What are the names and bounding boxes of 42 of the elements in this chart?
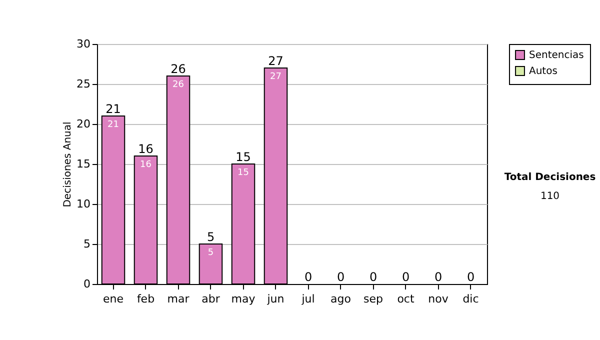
data-label: 21 — [108, 120, 119, 130]
total-label: 5 — [206, 230, 215, 244]
total-label: 0 — [369, 270, 378, 284]
total-label: 0 — [466, 270, 475, 284]
x-tick-label: dic — [462, 292, 479, 306]
y-axis-title: Decisiones Anual — [62, 122, 74, 208]
data-label: 27 — [270, 72, 282, 82]
y-tick-label: 30 — [76, 38, 90, 50]
y-tick-label: 25 — [76, 78, 90, 90]
data-label: 15 — [238, 168, 249, 178]
x-tick-label: nov — [428, 292, 449, 306]
total-label: 27 — [268, 54, 284, 68]
total-label: 0 — [336, 270, 345, 284]
y-tick-label: 20 — [76, 118, 90, 130]
data-label: 16 — [140, 160, 152, 170]
legend-label: Autos — [529, 66, 558, 77]
x-tick-label: may — [231, 292, 256, 306]
x-tick-label: oct — [397, 292, 415, 306]
x-tick-label: mar — [167, 292, 190, 306]
y-tick-label: 5 — [84, 238, 90, 250]
legend-label: Sentencias — [529, 50, 584, 61]
text: 110 — [539, 191, 561, 202]
total-label: 26 — [170, 62, 186, 76]
x-tick-label: feb — [136, 292, 155, 306]
text: Total Decisiones — [503, 172, 597, 183]
total-label: 15 — [236, 150, 251, 164]
total-label: 0 — [402, 270, 410, 284]
data-label: 5 — [208, 248, 214, 258]
data-label: 26 — [172, 80, 184, 90]
y-tick-label: 10 — [76, 198, 90, 210]
x-tick-label: jun — [266, 292, 284, 306]
y-tick-label: 0 — [84, 278, 90, 290]
total-label: 0 — [434, 270, 442, 284]
y-tick-label: 15 — [76, 158, 90, 170]
x-tick-label: ene — [102, 292, 124, 306]
x-tick-label: abr — [202, 292, 220, 306]
total-label: 21 — [106, 102, 121, 116]
x-tick-label: ago — [330, 292, 352, 306]
total-label: 0 — [304, 270, 312, 284]
x-tick-label: jul — [300, 292, 315, 306]
x-tick-label: sep — [364, 292, 384, 306]
total-label: 16 — [138, 142, 154, 156]
